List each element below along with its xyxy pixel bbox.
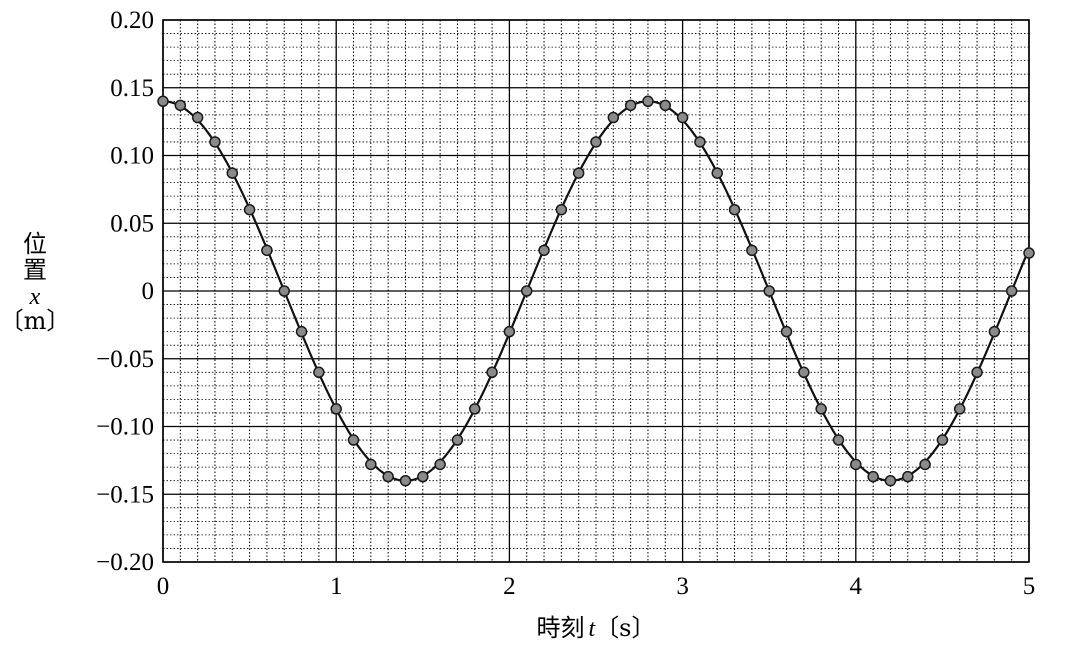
x-axis-title: 時刻 t〔s〕	[537, 614, 656, 642]
y-tick-label: 0.10	[110, 143, 154, 170]
data-point	[209, 136, 221, 148]
data-point	[642, 95, 654, 108]
data-point	[919, 458, 931, 471]
data-point	[1023, 247, 1035, 259]
y-tick-label: −0.05	[96, 346, 154, 373]
data-point	[711, 167, 723, 179]
data-point	[520, 285, 533, 297]
x-tick-labels: 0 1 2 3 4 5	[157, 573, 1036, 600]
data-point	[278, 285, 290, 297]
data-point	[365, 458, 377, 471]
data-point	[555, 203, 568, 216]
y-axis-title-char-2: 置	[23, 256, 47, 284]
x-tick-label: 5	[1023, 573, 1036, 600]
data-point	[226, 167, 239, 179]
data-point	[884, 474, 897, 487]
data-point	[451, 434, 464, 446]
y-axis-title-char-1: 位	[23, 230, 47, 258]
data-point	[399, 474, 412, 487]
data-point	[243, 203, 256, 216]
x-tick-label: 0	[157, 573, 170, 600]
data-point	[191, 111, 204, 124]
data-point	[624, 99, 637, 112]
data-point	[469, 403, 481, 415]
x-tick-label: 2	[503, 573, 516, 600]
x-tick-label: 3	[676, 573, 689, 600]
data-point	[347, 434, 360, 446]
data-point	[780, 325, 793, 338]
y-tick-label: −0.20	[96, 549, 154, 576]
data-point	[503, 325, 516, 338]
data-point	[590, 136, 602, 148]
data-point	[174, 99, 187, 112]
data-point	[971, 366, 983, 379]
y-tick-label: −0.15	[96, 481, 154, 508]
major-grid	[162, 19, 1030, 563]
y-axis-title: 位 置 x 〔m〕	[0, 230, 70, 335]
data-point	[295, 325, 308, 338]
y-tick-label: 0.15	[110, 75, 154, 102]
data-point	[486, 366, 498, 379]
x-axis-title-prefix: 時刻	[537, 614, 585, 642]
data-point	[434, 458, 446, 471]
data-point	[382, 470, 394, 483]
data-point	[607, 111, 620, 124]
data-point	[746, 244, 758, 257]
data-point	[676, 111, 689, 124]
data-point	[988, 325, 1001, 338]
data-point	[572, 167, 585, 179]
data-point	[538, 244, 550, 257]
x-tick-label: 1	[330, 573, 343, 600]
y-tick-labels: 0.20 0.15 0.10 0.05 0 −0.05 −0.10 −0.15 −0.20	[96, 7, 154, 576]
data-point	[850, 458, 862, 471]
data-point	[953, 403, 966, 415]
x-axis-unit: 〔s〕	[595, 614, 655, 642]
x-tick-label: 4	[850, 573, 863, 600]
data-point	[867, 470, 879, 483]
x-axis-variable: t	[589, 616, 597, 642]
data-point	[330, 403, 342, 415]
data-point	[1005, 285, 1018, 297]
y-tick-label: −0.10	[96, 414, 154, 441]
y-axis-unit: 〔m〕	[0, 307, 70, 335]
data-point	[261, 244, 273, 257]
y-tick-label: 0	[142, 278, 155, 305]
data-point	[728, 203, 741, 216]
data-point	[313, 366, 325, 379]
data-point	[902, 470, 914, 483]
data-point	[832, 434, 845, 446]
data-point	[798, 366, 810, 379]
data-point	[815, 403, 827, 415]
data-point	[763, 285, 775, 297]
data-point	[417, 470, 429, 483]
data-point	[659, 99, 672, 112]
data-markers	[157, 95, 1035, 487]
data-point	[157, 95, 169, 108]
plot-frame	[162, 19, 1030, 563]
data-point	[694, 136, 706, 148]
data-point	[936, 434, 949, 446]
y-axis-variable: x	[29, 284, 41, 310]
y-tick-label: 0.05	[110, 210, 154, 237]
y-tick-label: 0.20	[110, 7, 154, 34]
